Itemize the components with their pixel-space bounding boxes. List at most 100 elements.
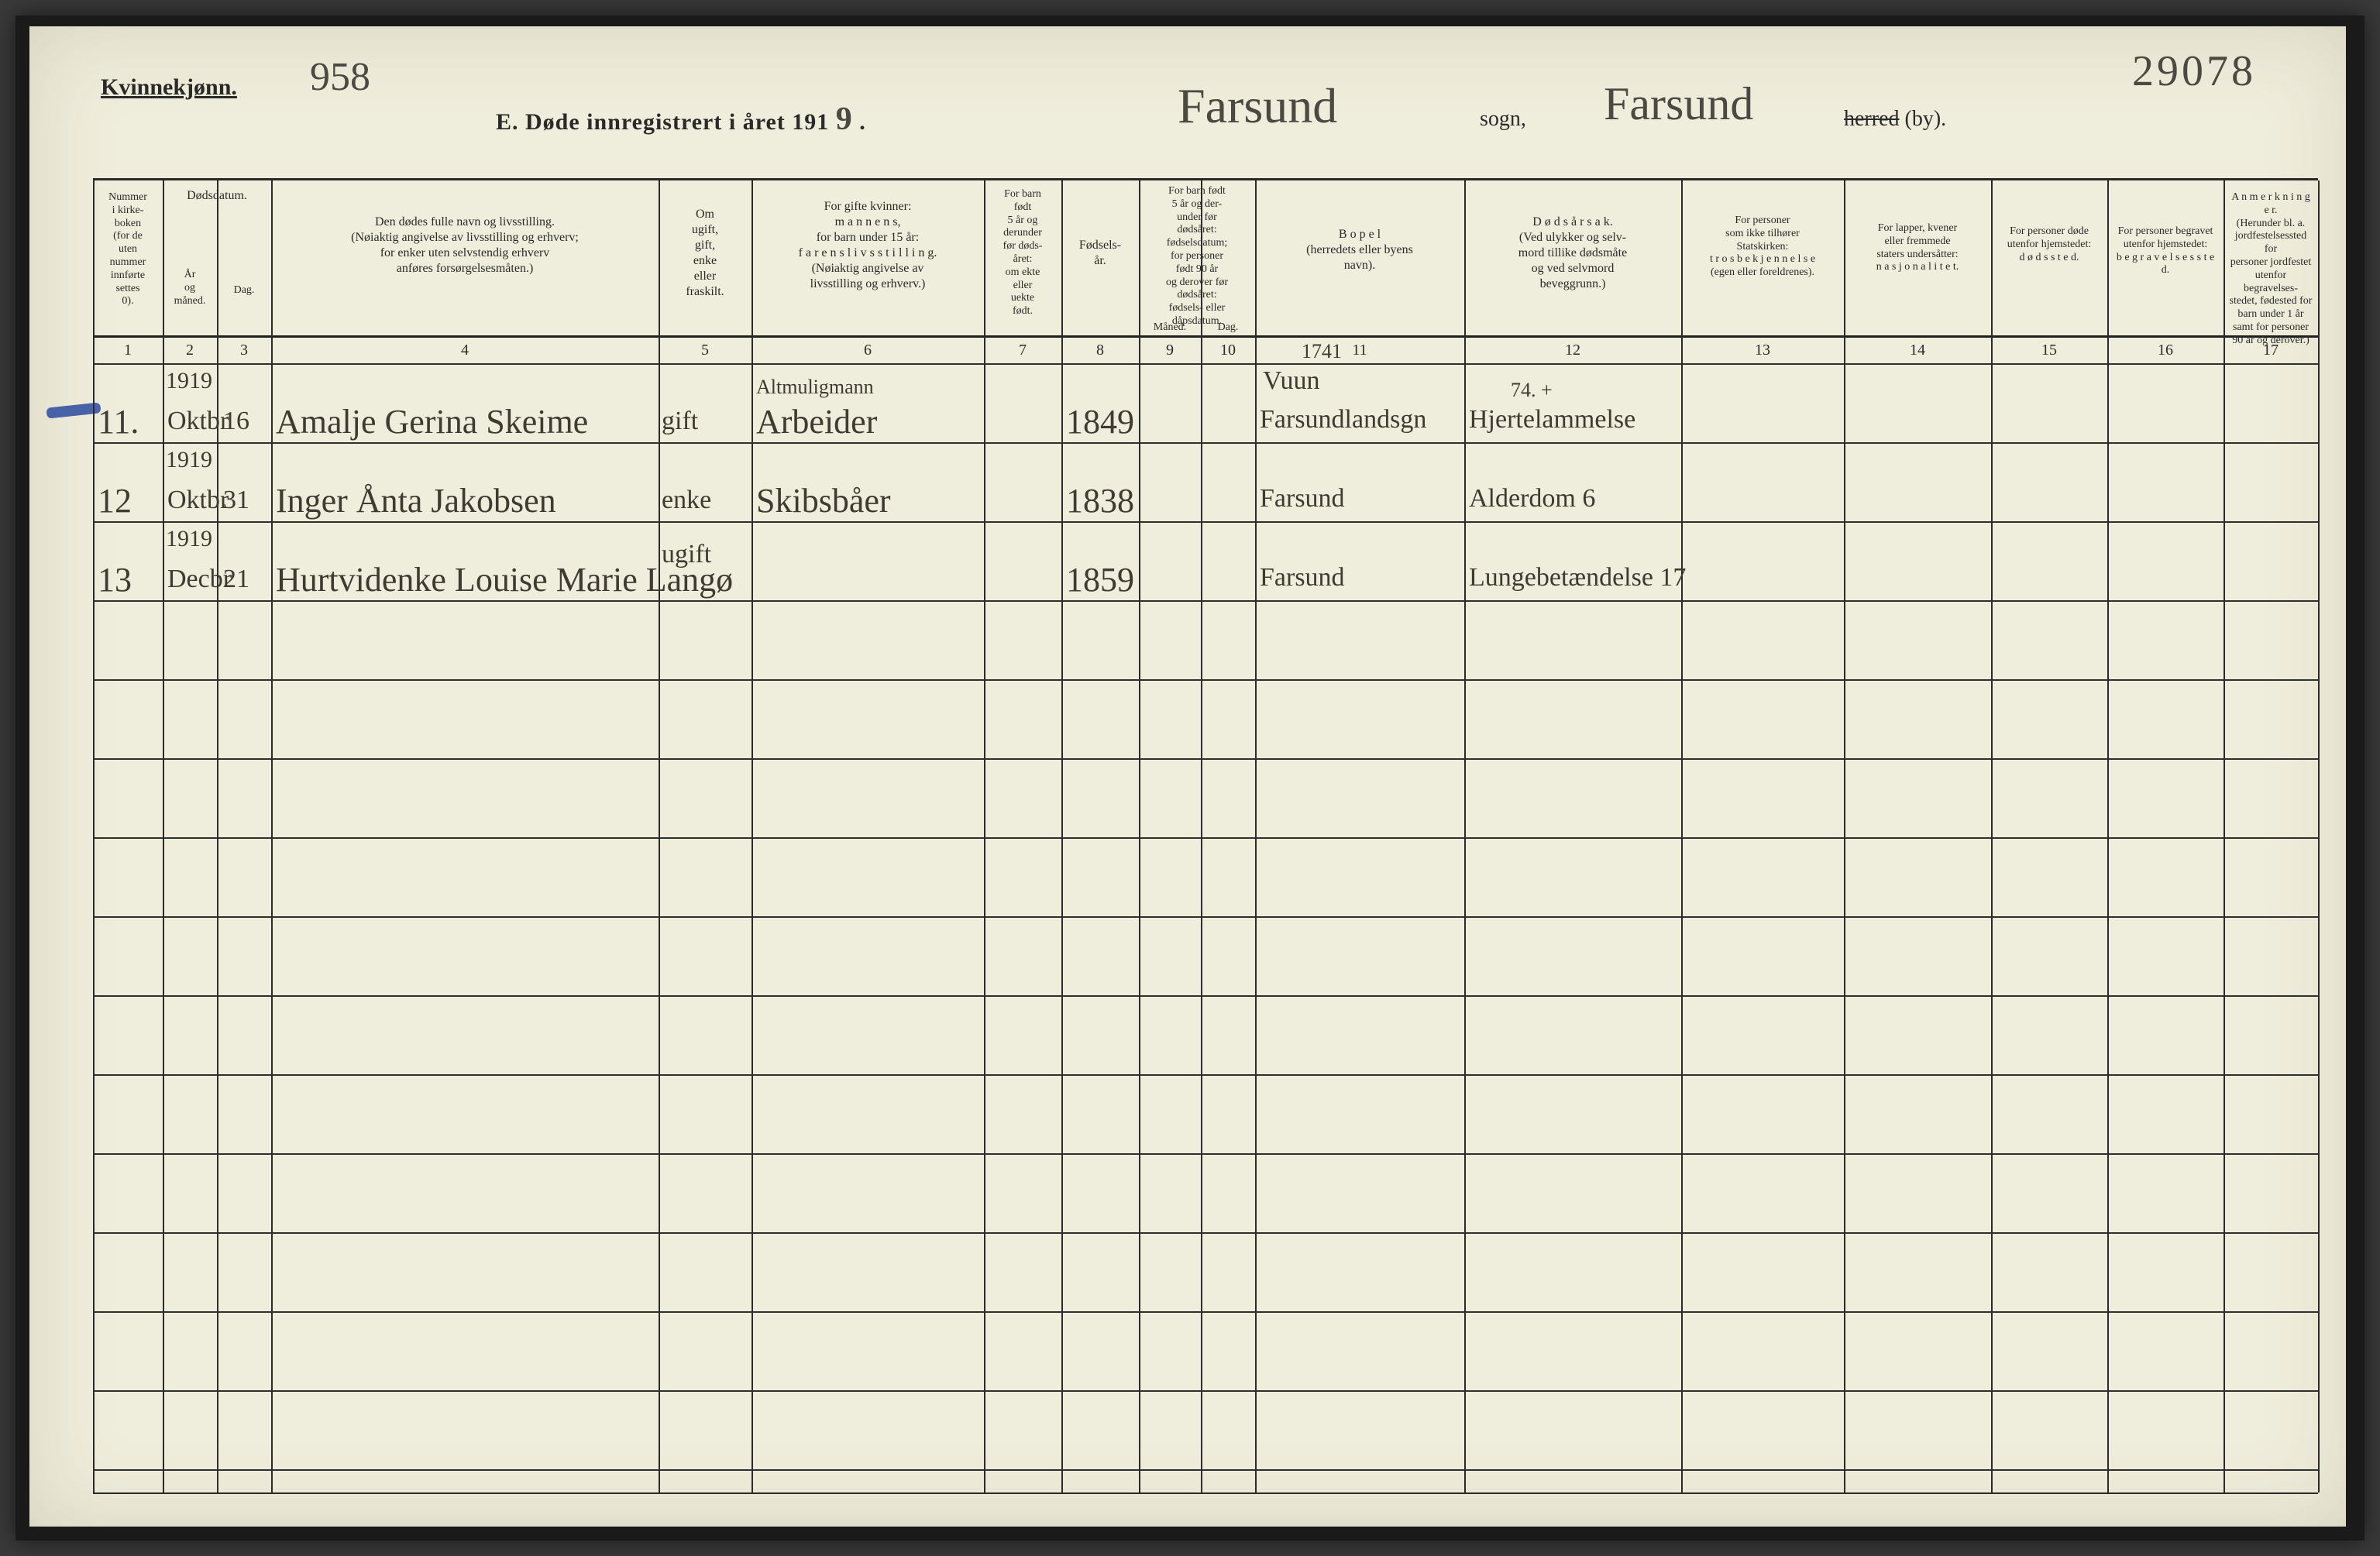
col-head-c2: År og måned. <box>163 266 217 311</box>
col-head-c4: Den dødes fulle navn og livsstilling. (N… <box>271 211 659 280</box>
entry-number: 12 <box>98 481 132 520</box>
entry-cause-annot: 74. + <box>1511 379 1553 402</box>
column-rule <box>751 180 753 1492</box>
row-rule <box>93 995 2318 997</box>
entry-birthyear: 1838 <box>1066 481 1134 520</box>
column-rule <box>163 180 164 1492</box>
entry-cause: Alderdom 6 <box>1469 484 1595 514</box>
row-rule <box>93 837 2318 839</box>
col-head-c2a: Dødsdatum. <box>163 185 271 207</box>
entry-bopel: Farsund <box>1260 484 1345 514</box>
col-head-c8: Fødsels- år. <box>1061 235 1139 272</box>
row-rule <box>93 1311 2318 1313</box>
row-rule <box>93 1390 2318 1392</box>
row-rule <box>93 1469 2318 1471</box>
row-rule <box>93 442 2318 444</box>
col-head-c1: Nummer i kirke- boken (for de uten numme… <box>93 188 163 311</box>
col-number: 14 <box>1844 342 1991 359</box>
col-number: 11 <box>1255 342 1464 359</box>
column-rule <box>2224 180 2225 1492</box>
entry-month: Oktbr <box>167 407 229 436</box>
marginal-note: 1741 <box>1302 340 1342 363</box>
col-head-c10: Dag. <box>1201 318 1255 338</box>
entry-number: 13 <box>98 560 132 599</box>
edge <box>15 15 29 1541</box>
col-number: 5 <box>659 342 751 359</box>
entry-birthyear: 1849 <box>1066 402 1134 441</box>
column-rule <box>2107 180 2109 1492</box>
col-number: 1 <box>93 342 163 359</box>
entry-status: ugift <box>662 540 711 569</box>
sub-column-rule <box>1201 211 1202 1492</box>
entry-cause: Hjertelammelse <box>1469 405 1635 435</box>
row-rule <box>93 600 2318 602</box>
col-head-c15: For personer døde utenfor hjemstedet: d … <box>1991 222 2107 267</box>
year-hand-digit: 9 <box>836 101 853 137</box>
sub-column-rule <box>217 211 218 1492</box>
column-rule <box>984 180 985 1492</box>
edge <box>15 15 2365 26</box>
entry-number: 11. <box>98 402 139 441</box>
title-prefix-text: E. Døde innregistrert i året 19 <box>496 109 817 135</box>
column-rule <box>1681 180 1683 1492</box>
col-head-c5: Om ugift, gift, enke eller fraskilt. <box>659 204 751 303</box>
by-label-tail: (by). <box>1905 107 1947 131</box>
col-head-c7: For barn født 5 år og derunder før døds-… <box>984 185 1061 321</box>
row-rule <box>93 1153 2318 1155</box>
page-number-left-hand: 958 <box>310 54 370 100</box>
by-hand: Farsund <box>1604 77 1753 131</box>
col-head-c3: Dag. <box>217 281 271 301</box>
col-number: 8 <box>1061 342 1139 359</box>
edge <box>2346 15 2365 1541</box>
column-rule <box>93 180 95 1492</box>
col-head-c6: For gifte kvinner: m a n n e n s, for ba… <box>751 196 984 295</box>
page-number-right-hand: 29078 <box>2132 46 2256 96</box>
column-rule <box>659 180 660 1492</box>
entry-year: 1919 <box>166 368 212 394</box>
col-head-c16: For personer begravet utenfor hjemstedet… <box>2107 222 2224 280</box>
entry-status: gift <box>662 407 698 436</box>
entry-name: Inger Ånta Jakobsen <box>276 481 556 520</box>
col-number: 10 <box>1201 342 1255 359</box>
entry-spouse: Skibsbåer <box>756 481 891 520</box>
column-rule <box>1991 180 1993 1492</box>
by-label: herred (by). <box>1844 107 1946 132</box>
column-rule <box>1464 180 1466 1492</box>
entry-bopel: Farsund <box>1260 563 1345 593</box>
numrow-rule <box>93 363 2318 365</box>
register-table: Nummer i kirke- boken (for de uten numme… <box>93 178 2318 1494</box>
column-rule <box>1061 180 1063 1492</box>
entry-spouse-annot: Altmuligmann <box>756 376 874 399</box>
column-rule <box>2318 180 2320 1492</box>
col-head-c9: Måned. <box>1139 318 1201 338</box>
col-head-c12: D ø d s å r s a k. (Ved ulykker og selv-… <box>1464 211 1681 295</box>
entry-month: Decbr <box>167 565 232 594</box>
entry-name: Amalje Gerina Skeime <box>276 402 588 441</box>
entry-status: enke <box>662 486 711 515</box>
entry-year: 1919 <box>166 526 212 552</box>
entry-day: 16 <box>223 407 249 436</box>
sogn-hand: Farsund <box>1178 77 1337 135</box>
row-rule <box>93 916 2318 918</box>
column-rule <box>1844 180 1845 1492</box>
year-print-digit: 1 <box>817 109 829 135</box>
col-number: 4 <box>271 342 659 359</box>
register-page: Kvinnekjønn. 958 E. Døde innregistrert i… <box>15 15 2365 1541</box>
entry-spouse: Arbeider <box>756 402 877 441</box>
edge <box>15 1527 2365 1541</box>
col-head-c11: B o p e l (herredets eller byens navn). <box>1255 224 1464 277</box>
col-head-c13: For personer som ikke tilhører Statskirk… <box>1681 211 1844 283</box>
col-head-c17: A n m e r k n i n g e r. (Herunder bl. a… <box>2224 188 2318 351</box>
col-head-c9a: For barn født 5 år og der- under før død… <box>1139 182 1255 331</box>
entry-bopel: Farsundlandsgn <box>1260 405 1426 435</box>
page-header: Kvinnekjønn. 958 E. Døde innregistrert i… <box>93 70 2287 163</box>
entry-day: 31 <box>223 486 249 515</box>
col-number: 7 <box>984 342 1061 359</box>
col-number: 17 <box>2224 342 2318 359</box>
gender-label: Kvinnekjønn. <box>101 74 237 101</box>
column-rule <box>1255 180 1257 1492</box>
col-head-c14: For lapper, kvener eller fremmede stater… <box>1844 219 1991 277</box>
row-rule <box>93 679 2318 681</box>
by-label-strike: herred <box>1844 107 1900 131</box>
row-rule <box>93 758 2318 760</box>
